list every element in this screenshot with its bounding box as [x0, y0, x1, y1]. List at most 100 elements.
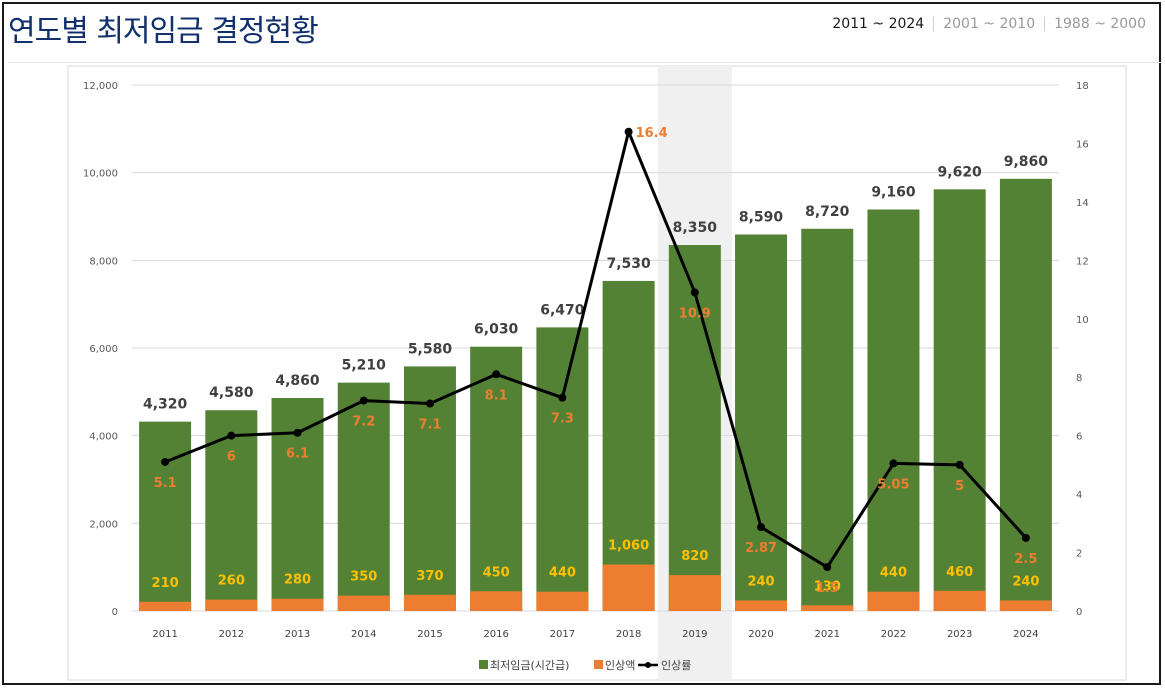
wage-bar [933, 189, 986, 611]
x-tick-label: 2019 [682, 629, 707, 640]
rate-point [425, 399, 434, 408]
increase-data-label: 1,060 [608, 539, 649, 554]
wage-data-label: 8,590 [739, 209, 784, 225]
wage-bar [999, 178, 1052, 611]
wage-data-label: 5,580 [408, 341, 453, 357]
x-tick-label: 2015 [417, 629, 442, 640]
rate-point [492, 370, 501, 379]
y-right-tick-label: 2 [1076, 549, 1082, 560]
x-tick-label: 2022 [881, 629, 906, 640]
increase-data-label: 240 [747, 574, 774, 589]
increase-data-label: 450 [483, 565, 510, 580]
rate-point [227, 431, 236, 440]
increase-bar [403, 594, 456, 611]
y-left-tick-label: 2,000 [89, 519, 118, 530]
increase-bar [536, 591, 589, 611]
y-right-tick-label: 14 [1076, 198, 1089, 209]
x-tick-label: 2017 [550, 629, 575, 640]
rate-data-label: 5 [955, 479, 964, 494]
wage-data-label: 6,030 [474, 322, 519, 338]
rate-point [359, 396, 368, 405]
header-divider [8, 62, 1161, 63]
rate-point [624, 127, 633, 136]
tab-2001-2010[interactable]: 2001 ~ 2010 [943, 16, 1036, 32]
y-left-tick-label: 0 [112, 607, 118, 618]
y-left-tick-label: 6,000 [89, 344, 118, 355]
increase-bar [470, 591, 523, 611]
legend-label-rate: 인상률 [661, 659, 691, 672]
increase-data-label: 370 [416, 569, 443, 584]
rate-point [955, 460, 964, 469]
increase-bar [205, 599, 258, 611]
y-right-tick-label: 16 [1076, 139, 1089, 150]
rate-point [823, 563, 832, 572]
rate-data-label: 8.1 [485, 388, 508, 403]
increase-bar [139, 601, 192, 611]
wage-data-label: 9,160 [871, 184, 916, 200]
x-tick-label: 2024 [1013, 629, 1038, 640]
y-right-tick-label: 4 [1076, 490, 1082, 501]
x-tick-label: 2011 [152, 629, 177, 640]
x-tick-label: 2021 [815, 629, 840, 640]
wage-data-label: 4,580 [209, 385, 254, 401]
rate-point [1021, 533, 1030, 542]
increase-bar [271, 598, 324, 611]
x-tick-label: 2020 [748, 629, 773, 640]
wage-data-label: 9,620 [938, 164, 983, 180]
wage-bar [867, 209, 920, 611]
wage-data-label: 6,470 [540, 302, 585, 318]
wage-bar [337, 382, 390, 611]
wage-data-label: 8,350 [673, 220, 718, 236]
increase-data-label: 440 [549, 566, 576, 581]
wage-bar [668, 244, 721, 611]
increase-data-label: 280 [284, 573, 311, 588]
y-right-tick-label: 12 [1076, 256, 1089, 267]
rate-data-label: 5.05 [877, 477, 909, 492]
increase-bar [337, 595, 390, 611]
rate-data-label: 6.1 [286, 447, 309, 462]
rate-point [690, 288, 699, 297]
rate-point [558, 393, 567, 402]
increase-bar [867, 591, 920, 611]
rate-point [161, 457, 170, 466]
wage-bar [735, 234, 788, 611]
increase-bar [999, 600, 1052, 611]
increase-bar [735, 600, 788, 611]
wage-data-label: 9,860 [1004, 154, 1049, 170]
increase-data-label: 350 [350, 570, 377, 585]
y-right-tick-label: 10 [1076, 315, 1089, 326]
rate-data-label: 1.5 [816, 581, 839, 596]
wage-bar [602, 280, 655, 611]
x-tick-label: 2018 [616, 629, 641, 640]
y-right-tick-label: 18 [1076, 81, 1089, 92]
tab-separator [933, 17, 935, 31]
rate-data-label: 2.5 [1014, 552, 1037, 567]
increase-data-label: 210 [152, 576, 179, 591]
tab-2011-2024[interactable]: 2011 ~ 2024 [832, 16, 925, 32]
wage-bar [470, 346, 523, 611]
increase-data-label: 460 [946, 565, 973, 580]
increase-data-label: 240 [1012, 574, 1039, 589]
legend-swatch-rate-marker [645, 662, 651, 668]
rate-data-label: 10.9 [679, 306, 711, 321]
tab-1988-2000[interactable]: 1988 ~ 2000 [1054, 16, 1146, 32]
wage-data-label: 7,530 [606, 256, 651, 272]
y-left-tick-label: 8,000 [89, 256, 118, 267]
rate-data-label: 7.2 [352, 415, 375, 430]
y-right-tick-label: 8 [1076, 373, 1082, 384]
rate-point [293, 428, 302, 437]
page-title: 연도별 최저임금 결정현황 [8, 14, 319, 49]
rate-data-label: 7.1 [418, 418, 441, 433]
x-tick-label: 2013 [285, 629, 310, 640]
x-tick-label: 2023 [947, 629, 972, 640]
increase-data-label: 130 [814, 579, 841, 594]
wage-bar [139, 421, 192, 611]
wage-data-label: 4,320 [143, 397, 188, 413]
wage-bar [536, 327, 589, 611]
rate-point [757, 523, 766, 532]
x-tick-label: 2012 [219, 629, 244, 640]
tab-separator [1044, 17, 1046, 31]
x-tick-label: 2016 [483, 629, 508, 640]
y-right-tick-label: 6 [1076, 432, 1082, 443]
